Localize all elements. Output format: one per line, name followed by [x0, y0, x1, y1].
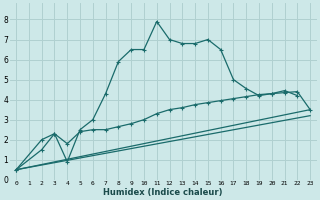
- X-axis label: Humidex (Indice chaleur): Humidex (Indice chaleur): [103, 188, 223, 197]
